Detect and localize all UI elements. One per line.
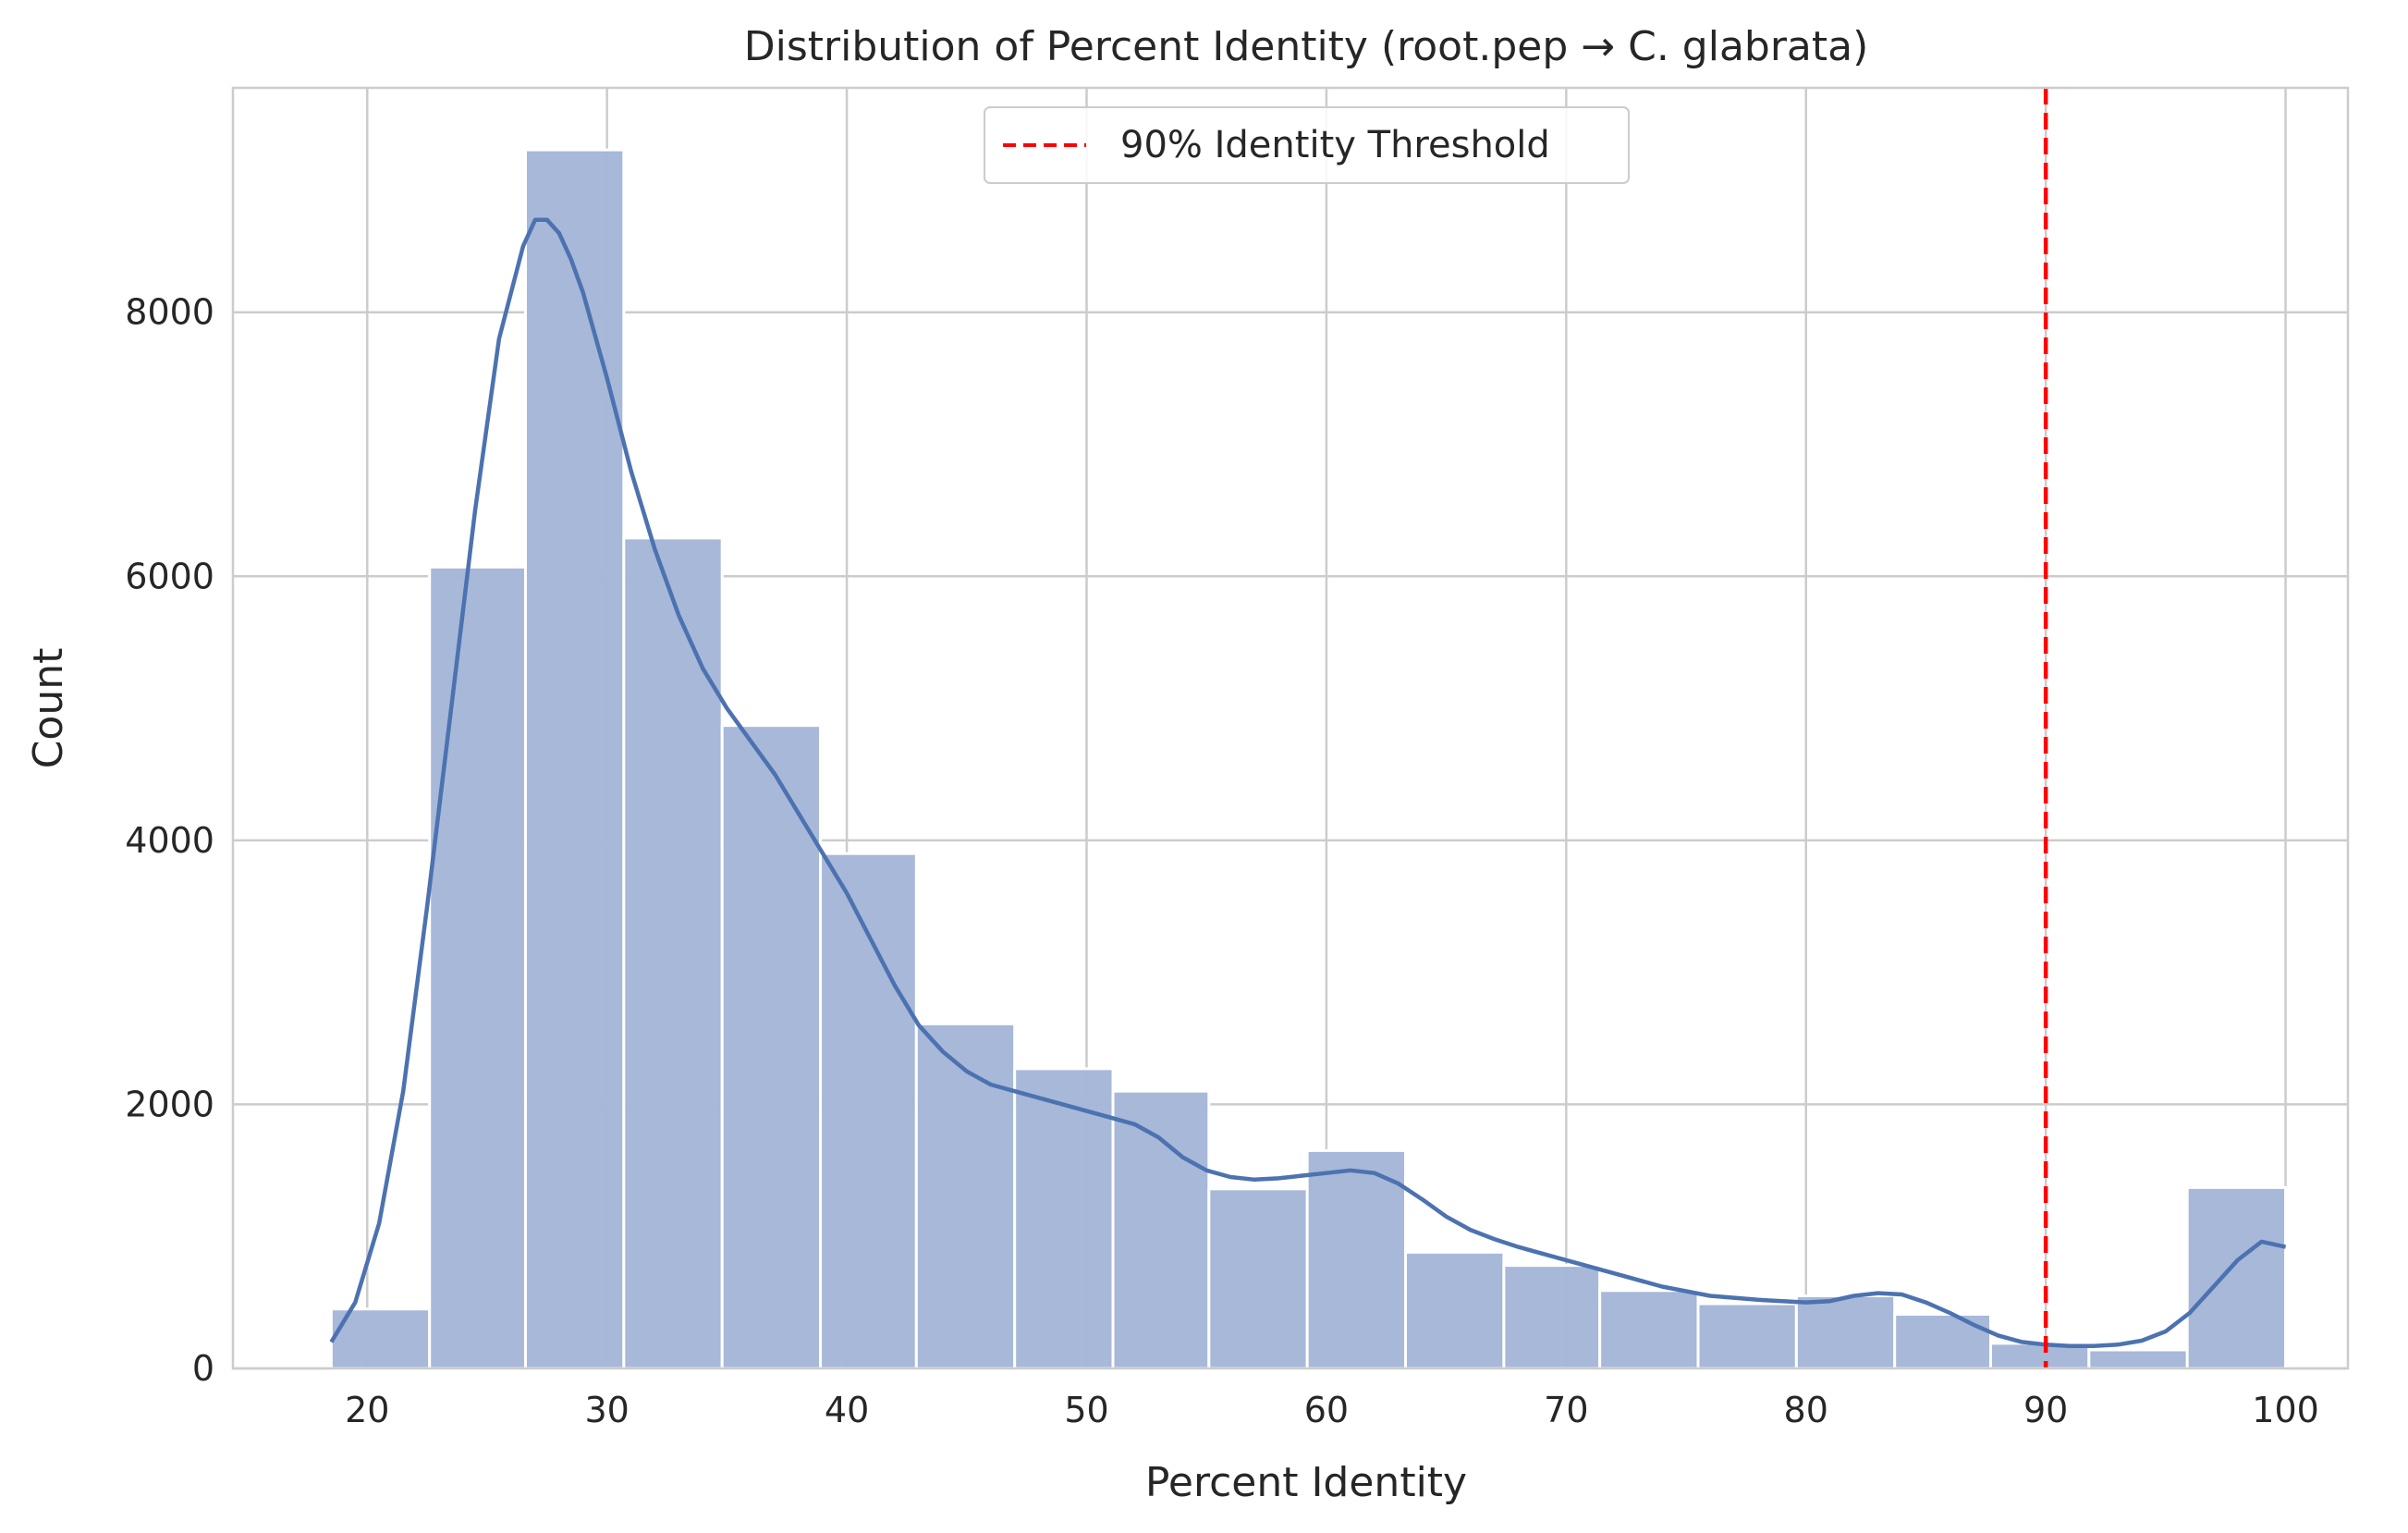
kde-curve <box>329 217 2287 1348</box>
y-tick-label: 4000 <box>125 820 214 861</box>
histogram-bar <box>1794 1294 1897 1370</box>
histogram-bar <box>1502 1264 1602 1370</box>
x-tick-label: 70 <box>1544 1390 1588 1430</box>
tick-labels: 20 30 40 50 60 70 80 90 100 0 2000 4000 6000 8000 <box>125 292 2319 1430</box>
x-tick-label: 50 <box>1064 1390 1108 1430</box>
y-tick-label: 2000 <box>125 1084 214 1124</box>
kde-line <box>329 217 2287 1348</box>
histogram-bars <box>329 148 2288 1370</box>
histogram-bar <box>2185 1185 2288 1370</box>
chart-title: Distribution of Percent Identity (root.p… <box>744 23 1869 70</box>
x-tick-label: 60 <box>1304 1390 1349 1430</box>
histogram-bar <box>1111 1089 1211 1370</box>
y-tick-label: 0 <box>192 1348 214 1389</box>
y-axis-label: Count <box>25 648 72 769</box>
histogram-bar <box>523 148 626 1370</box>
histogram-bar <box>622 536 724 1370</box>
plot-frame <box>231 86 2350 1370</box>
histogram-bar <box>1207 1187 1309 1370</box>
x-tick-label: 80 <box>1784 1390 1828 1430</box>
x-axis-label: Percent Identity <box>1145 1459 1467 1506</box>
y-tick-label: 6000 <box>125 556 214 596</box>
x-tick-label: 20 <box>345 1390 389 1430</box>
legend: 90% Identity Threshold <box>984 106 1630 184</box>
legend-box <box>984 106 1630 184</box>
histogram-bar <box>1696 1302 1798 1370</box>
histogram-bar <box>819 852 918 1370</box>
histogram-bar <box>1893 1312 1992 1370</box>
histogram-bar <box>2087 1348 2189 1370</box>
y-tick-label: 8000 <box>125 292 214 333</box>
histogram-bar <box>1013 1067 1115 1370</box>
histogram-bar <box>1404 1250 1506 1370</box>
histogram-bar <box>914 1022 1017 1370</box>
histogram-bar <box>1598 1289 1700 1370</box>
legend-label-threshold: 90% Identity Threshold <box>1120 124 1550 166</box>
x-tick-label: 40 <box>825 1390 869 1430</box>
x-tick-label: 30 <box>585 1390 630 1430</box>
histogram-bar <box>1305 1148 1408 1370</box>
x-tick-label: 100 <box>2252 1390 2319 1430</box>
x-tick-label: 90 <box>2023 1390 2068 1430</box>
histogram-bar <box>428 565 527 1370</box>
